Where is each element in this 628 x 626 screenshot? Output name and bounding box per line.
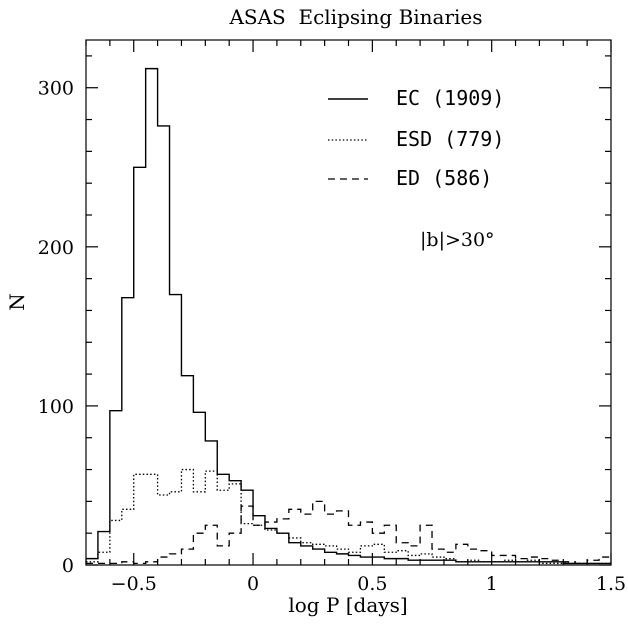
x-axis-label: log P [days] <box>288 593 407 617</box>
series-dotted-histogram <box>86 468 611 565</box>
galactic-latitude-annotation: |b|>30° <box>420 229 495 251</box>
x-tick-label: 0.5 <box>357 573 387 595</box>
y-tick-label: 300 <box>38 78 74 100</box>
x-tick-label: 1 <box>486 573 498 595</box>
x-tick-label: 0 <box>247 573 259 595</box>
plot-frame <box>85 39 612 566</box>
x-axis: −0.5 0 0.5 1 1.5 <box>85 40 626 595</box>
chart-title: ASAS Eclipsing Binaries <box>228 5 482 29</box>
legend: EC (1909) ESD (779) ED (586) <box>328 86 504 190</box>
legend-label: EC (1909) <box>396 86 504 110</box>
legend-label: ED (586) <box>396 166 492 190</box>
y-tick-label: 200 <box>38 237 74 259</box>
legend-label: ESD (779) <box>396 127 504 151</box>
y-axis: 0 100 200 300 <box>38 55 611 577</box>
series-dashed-histogram <box>86 500 611 565</box>
y-tick-label: 100 <box>38 396 74 418</box>
plot-area <box>85 39 612 566</box>
series-solid-histogram <box>86 67 611 565</box>
x-tick-label: 1.5 <box>596 573 626 595</box>
y-tick-label: 0 <box>62 555 74 577</box>
x-tick-label: −0.5 <box>111 573 157 595</box>
y-axis-label: N <box>5 293 29 311</box>
